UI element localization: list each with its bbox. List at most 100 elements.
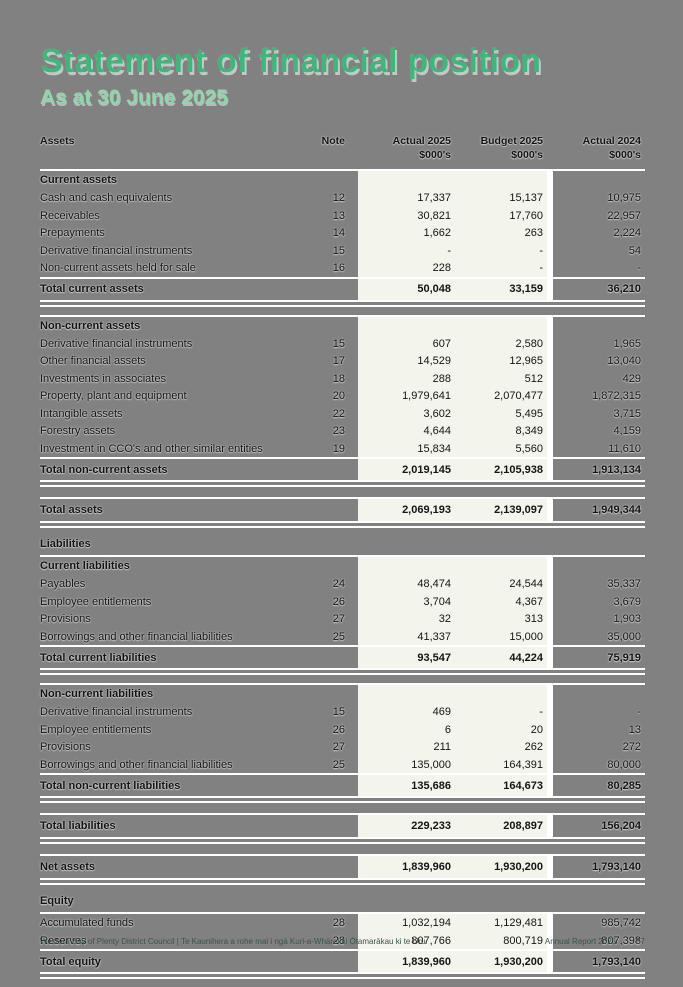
row-label: Prepayments [40,227,105,240]
section-header-label: Current assets [40,174,118,187]
row-label: Property, plant and equipment [40,390,187,403]
gap-cell [345,242,358,260]
row-label: Accumulated funds [40,917,134,930]
note-cell: 27 [332,741,345,754]
budget-2025-cell: 262 [455,738,547,756]
actual-2024-cell: 13 [628,723,641,736]
row-label: Employee entitlements [40,595,152,608]
section-header-label: Current liabilities [40,560,130,573]
budget-2025-cell: 313 [455,610,547,628]
actual-2025-cell: 50,048 [358,278,455,300]
note-cell [305,951,345,972]
budget-2025-cell: 1,930,200 [455,951,547,973]
gap-cell [345,459,358,480]
statement-table-section: Current assets Cash and cash equivalents 1… [40,169,645,302]
actual-2025-cell: 6 [358,720,455,739]
row-label: Employee entitlements [40,723,152,736]
note-cell [305,685,345,703]
column-separator [547,278,553,300]
note-cell [305,279,345,300]
item-row: Other financial assets 17 14,529 12,965 13,0… [40,352,645,370]
column-header-budget-2025: Budget 2025 $000's [455,135,547,162]
actual-2024-cell: 11,610 [608,442,641,455]
double-underline-rule [40,304,645,307]
budget-2025-cell: 263 [455,224,547,242]
grand-total-row: Total liabilities 229,233 208,897 156,204 [40,813,645,840]
row-label: Total liabilities [40,820,116,833]
page-number: 57 [636,937,645,946]
actual-2025-cell: 17,337 [358,189,455,207]
row-label: Total current liabilities [40,651,157,664]
note-cell: 17 [332,355,345,368]
actual-2024-cell: 54 [628,244,641,257]
budget-2025-cell: 164,391 [455,755,547,774]
row-label: Derivative financial instruments [40,706,193,719]
note-cell: 12 [332,192,345,205]
page-subtitle: As at 30 June 2025 [40,86,228,109]
actual-2024-cell: 429 [622,372,641,385]
actual-2024-cell: 1,793,140 [592,861,641,874]
actual-2025-cell: 228 [358,259,455,277]
actual-2025-cell: 1,032,194 [358,914,455,932]
actual-2024-cell [553,171,645,189]
assets-header-label: Assets [40,135,75,147]
actual-2024-cell: 10,975 [607,192,641,205]
actual-2024-cell: - [637,262,641,275]
row-label: Total equity [40,955,101,968]
item-row: Forestry assets 23 4,644 8,349 4,159 [40,422,645,440]
note-cell: 28 [332,934,345,947]
note-cell [305,815,345,837]
row-label: Investments in associates [40,372,166,385]
item-row: Non-current assets held for sale 16 228- - [40,259,645,277]
budget-2025-cell: 2,580 [455,334,547,353]
actual-2024-cell: 80,285 [607,779,641,792]
gap-cell [345,738,358,756]
item-row: Receivables 13 30,821 17,760 22,957 [40,206,645,225]
gap-cell [345,387,358,405]
footer-report-text: Annual Report 2025 [544,937,617,946]
actual-2024-cell: 13,040 [607,355,641,368]
budget-2025-cell [455,685,547,704]
row-label: Provisions [40,613,91,626]
actual-2025-cell: 32 [358,610,455,628]
double-underline-rule [40,673,645,676]
actual-2024-header-title: Actual 2024 [582,135,641,147]
gap-cell [345,610,358,628]
row-label: Total non-current assets [40,463,168,476]
section-header-row: Non-current assets [40,316,645,335]
note-cell [305,775,345,796]
actual-2025-cell: 607 [358,334,455,353]
actual-2024-cell: 1,903 [613,613,641,626]
column-separator [547,914,553,932]
actual-2025-cell: 1,979,641 [358,387,455,405]
actual-2024-cell [553,557,645,575]
actual-2025-cell [358,316,455,335]
actual-2024-cell: 22,957 [607,209,641,222]
budget-2025-cell: 5,495 [455,404,547,423]
budget-2025-cell: 33,159 [455,278,547,300]
actual-2024-cell: 4,159 [613,425,641,438]
column-separator [547,352,553,370]
note-cell: 15 [332,244,345,257]
budget-2025-cell: 1,129,481 [455,914,547,932]
grand-total-row: Net assets 1,839,960 1,930,200 1,793,140 [40,854,645,881]
note-cell: 15 [332,337,345,350]
column-separator [547,931,553,950]
column-separator [547,685,553,704]
actual-2024-cell: 75,919 [607,651,641,664]
note-cell: 19 [332,442,345,455]
budget-2025-cell: 24,544 [455,575,547,593]
grand-total-row: Total assets 2,069,193 2,139,097 1,949,344 [40,497,645,524]
column-header-note: Note [305,135,345,162]
row-label: Intangible assets [40,407,123,420]
row-label: Total non-current liabilities [40,779,181,792]
budget-2025-cell: - [455,241,547,260]
grand-total-block: Total liabilities 229,233 208,897 156,204 [40,813,645,840]
column-separator [547,775,553,797]
actual-2024-cell: - [637,706,641,719]
column-header-row: Assets Note Actual 2025 $000's Budget 20… [40,135,645,162]
section-title: Equity [40,895,74,908]
footer-org-text: Western Bay of Plenty District Council |… [40,937,426,946]
actual-2024-cell: 35,337 [607,578,641,591]
actual-2024-cell: 80,000 [607,758,641,771]
